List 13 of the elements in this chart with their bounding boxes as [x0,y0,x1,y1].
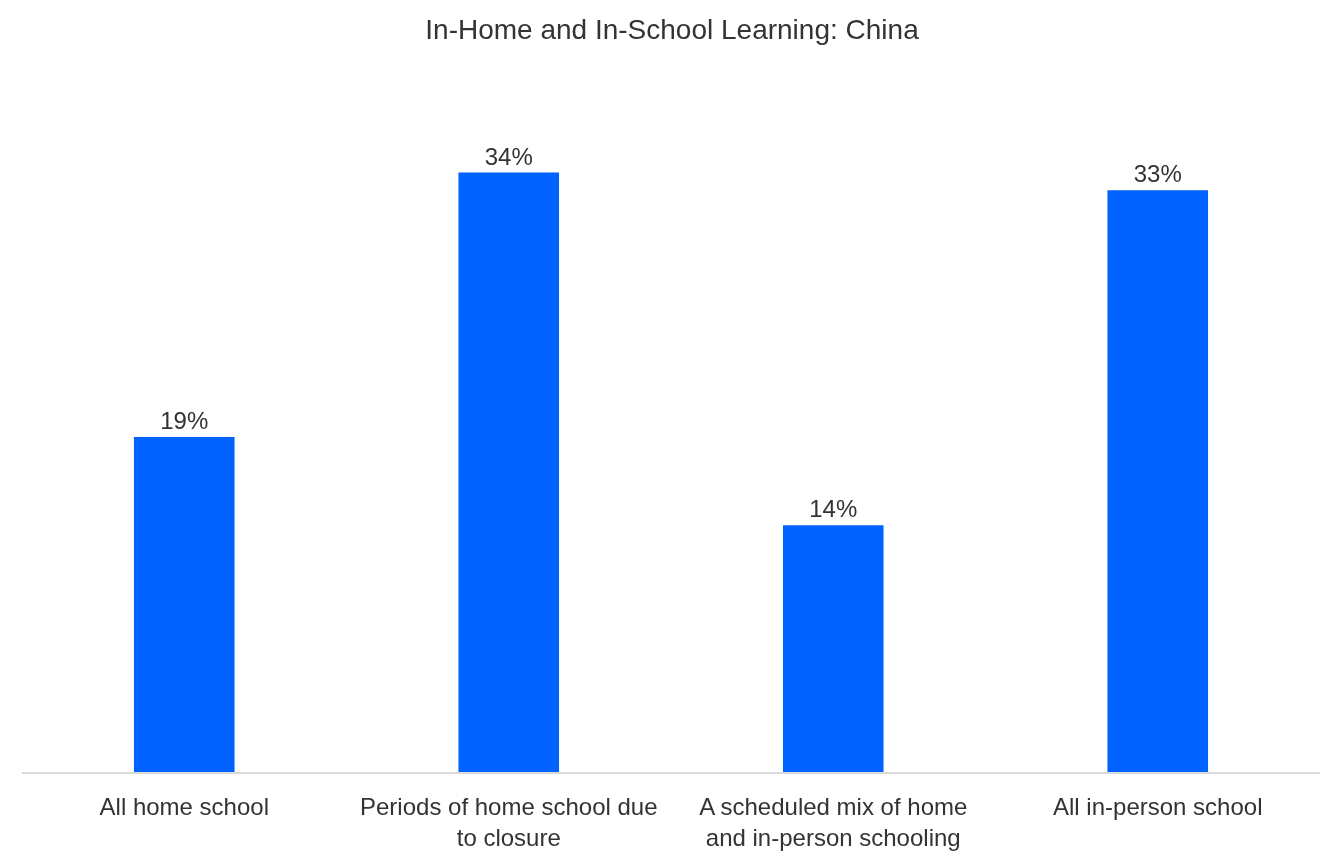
bar [1107,190,1209,772]
bar [133,437,235,772]
x-tick-label: A scheduled mix of home and in-person schooling [699,792,968,851]
data-label: 34% [484,142,533,170]
data-label: 19% [160,407,209,435]
x-tick-label: All in-person school [1053,792,1263,820]
bar [458,172,560,772]
bar [782,525,884,772]
chart-title: In-Home and In-School Learning: China [425,14,920,46]
data-label: 14% [809,495,858,523]
x-tick-label: Periods of home school due to closure [359,792,658,851]
x-tick-label: All home school [99,792,269,820]
data-label: 33% [1133,160,1182,188]
